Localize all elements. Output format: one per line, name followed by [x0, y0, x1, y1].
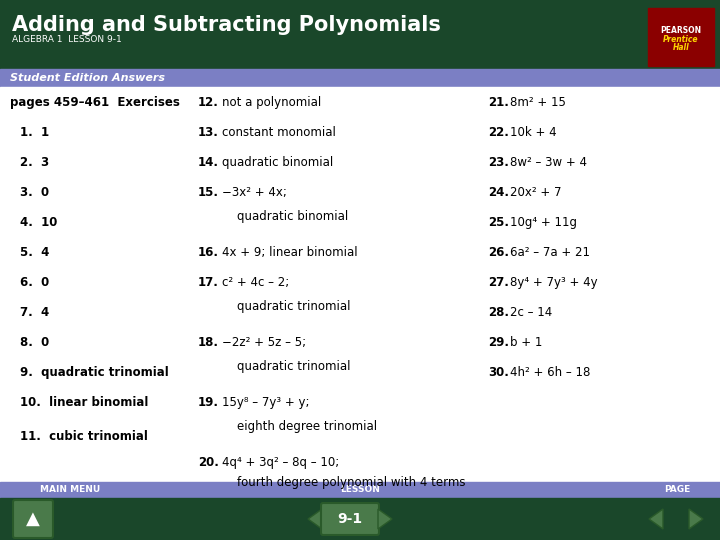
Polygon shape — [378, 509, 392, 529]
Text: 10.  linear binomial: 10. linear binomial — [20, 396, 148, 409]
Text: 21.: 21. — [488, 96, 509, 109]
Text: 27.: 27. — [488, 276, 509, 289]
Text: 18.: 18. — [198, 336, 219, 349]
Text: 1.  1: 1. 1 — [20, 126, 49, 139]
Text: 11.  cubic trinomial: 11. cubic trinomial — [20, 430, 148, 443]
Text: quadratic trinomial: quadratic trinomial — [222, 300, 351, 313]
Text: MAIN MENU: MAIN MENU — [40, 485, 100, 495]
Text: fourth degree polynomial with 4 terms: fourth degree polynomial with 4 terms — [222, 476, 466, 489]
Text: 28.: 28. — [488, 306, 509, 319]
Text: not a polynomial: not a polynomial — [222, 96, 321, 109]
Text: 14.: 14. — [198, 156, 219, 169]
Bar — [648, 8, 714, 66]
Text: 22.: 22. — [488, 126, 509, 139]
Text: 13.: 13. — [198, 126, 219, 139]
Text: 4h² + 6h – 18: 4h² + 6h – 18 — [510, 366, 590, 379]
Bar — [0, 0, 720, 70]
Text: b + 1: b + 1 — [510, 336, 542, 349]
Text: ▲: ▲ — [26, 510, 40, 528]
Text: 4x + 9; linear binomial: 4x + 9; linear binomial — [222, 246, 358, 259]
Text: Prentice: Prentice — [663, 35, 698, 44]
Text: 20x² + 7: 20x² + 7 — [510, 186, 562, 199]
Text: Student Edition Answers: Student Edition Answers — [10, 73, 165, 83]
Text: ALGEBRA 1  LESSON 9-1: ALGEBRA 1 LESSON 9-1 — [12, 35, 122, 44]
Text: 30.: 30. — [488, 366, 509, 379]
Text: 2c – 14: 2c – 14 — [510, 306, 552, 319]
Polygon shape — [649, 509, 663, 529]
Bar — [0, 498, 720, 540]
FancyBboxPatch shape — [13, 500, 53, 538]
Text: 17.: 17. — [198, 276, 219, 289]
Text: 15y⁸ – 7y³ + y;: 15y⁸ – 7y³ + y; — [222, 396, 310, 409]
Text: PAGE: PAGE — [664, 485, 690, 495]
Text: eighth degree trinomial: eighth degree trinomial — [222, 420, 377, 433]
Text: 3.  0: 3. 0 — [20, 186, 49, 199]
Text: 25.: 25. — [488, 216, 509, 229]
Polygon shape — [308, 509, 322, 529]
Bar — [0, 482, 720, 498]
Text: quadratic binomial: quadratic binomial — [222, 210, 348, 223]
Text: 6a² – 7a + 21: 6a² – 7a + 21 — [510, 246, 590, 259]
Text: 8w² – 3w + 4: 8w² – 3w + 4 — [510, 156, 587, 169]
Text: 4.  10: 4. 10 — [20, 216, 58, 229]
Text: Adding and Subtracting Polynomials: Adding and Subtracting Polynomials — [12, 15, 441, 35]
Text: quadratic trinomial: quadratic trinomial — [222, 360, 351, 373]
Text: 10g⁴ + 11g: 10g⁴ + 11g — [510, 216, 577, 229]
Text: 26.: 26. — [488, 246, 509, 259]
Text: 12.: 12. — [198, 96, 219, 109]
Text: constant monomial: constant monomial — [222, 126, 336, 139]
Bar — [0, 87, 720, 482]
Text: 8.  0: 8. 0 — [20, 336, 49, 349]
Text: 9-1: 9-1 — [338, 512, 363, 526]
Text: 2.  3: 2. 3 — [20, 156, 49, 169]
FancyBboxPatch shape — [321, 503, 379, 535]
Text: 23.: 23. — [488, 156, 509, 169]
Text: pages 459–461  Exercises: pages 459–461 Exercises — [10, 96, 180, 109]
Text: 15.: 15. — [198, 186, 219, 199]
Text: 8y⁴ + 7y³ + 4y: 8y⁴ + 7y³ + 4y — [510, 276, 598, 289]
Text: 8m² + 15: 8m² + 15 — [510, 96, 566, 109]
Text: 4q⁴ + 3q² – 8q – 10;: 4q⁴ + 3q² – 8q – 10; — [222, 456, 339, 469]
Text: 20.: 20. — [198, 456, 219, 469]
Text: −2z² + 5z – 5;: −2z² + 5z – 5; — [222, 336, 306, 349]
Text: 19.: 19. — [198, 396, 219, 409]
Text: 6.  0: 6. 0 — [20, 276, 49, 289]
Text: Hall: Hall — [672, 43, 689, 52]
Text: LESSON: LESSON — [340, 485, 380, 495]
Text: 10k + 4: 10k + 4 — [510, 126, 557, 139]
Bar — [0, 69, 720, 87]
Text: 29.: 29. — [488, 336, 509, 349]
Text: 7.  4: 7. 4 — [20, 306, 49, 319]
Text: 9.  quadratic trinomial: 9. quadratic trinomial — [20, 366, 168, 379]
Polygon shape — [689, 509, 703, 529]
Text: c² + 4c – 2;: c² + 4c – 2; — [222, 276, 289, 289]
Text: 16.: 16. — [198, 246, 219, 259]
Text: 24.: 24. — [488, 186, 509, 199]
Text: −3x² + 4x;: −3x² + 4x; — [222, 186, 287, 199]
Text: PEARSON: PEARSON — [660, 26, 701, 35]
Text: quadratic binomial: quadratic binomial — [222, 156, 333, 169]
Text: 5.  4: 5. 4 — [20, 246, 50, 259]
